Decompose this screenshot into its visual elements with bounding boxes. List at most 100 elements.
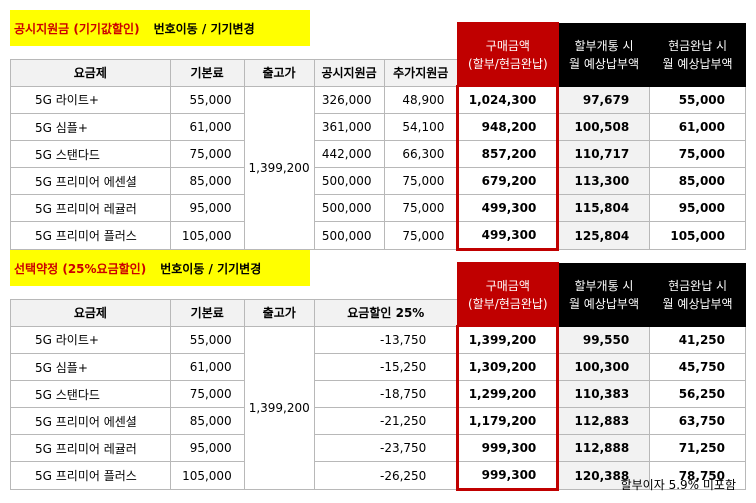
purchase-price: 857,200 (456, 140, 560, 168)
installment-monthly: 112,883 (557, 407, 651, 435)
extra-subsidy: 66,300 (383, 140, 459, 168)
plan-discount-col-header-row: 요금제 기본료 출고가 요금할인 25% (10, 298, 746, 327)
table-row: 5G 프리미어 에센셜 85,000 -21,250 1,179,200 112… (10, 407, 746, 435)
cash-monthly: 85,000 (649, 167, 746, 195)
base-fee: 105,000 (169, 221, 245, 250)
cash-monthly: 105,000 (649, 221, 746, 250)
base-fee-header: 기본료 (169, 58, 245, 87)
plan-discount: -21,250 (313, 407, 459, 435)
base-fee: 85,000 (169, 167, 245, 195)
subsidy-header: 공시지원금 (313, 58, 385, 87)
purchase-price: 499,300 (456, 194, 560, 222)
plan-discount-table: 구매금액 (할부/현금완납) 할부개통 시 월 예상납부액 현금완납 시 월 예… (10, 262, 746, 491)
plan-discount-subtitle: 번호이동 / 기기변경 (160, 261, 262, 276)
release-price-header: 출고가 (243, 298, 315, 327)
installment-monthly: 100,508 (557, 113, 651, 141)
installment-header: 할부개통 시 월 예상납부액 (557, 22, 651, 87)
plan-name: 5G 프리미어 에센셜 (10, 407, 171, 435)
plan-name: 5G 프리미어 레귤러 (10, 194, 171, 222)
plan-header: 요금제 (10, 58, 171, 87)
plan-discount-header-row: 구매금액 (할부/현금완납) 할부개통 시 월 예상납부액 현금완납 시 월 예… (11, 262, 746, 327)
plan-name: 5G 프리미어 플러스 (10, 221, 171, 250)
table-row: 5G 프리미어 플러스 105,000 -26,250 999,300 120,… (10, 461, 746, 491)
plan-name: 5G 심플+ (10, 353, 171, 381)
purchase-price: 1,299,200 (456, 380, 560, 408)
extra-subsidy: 75,000 (383, 221, 459, 250)
release-price: 1,399,200 (243, 85, 315, 250)
subsidy: 442,000 (313, 140, 385, 168)
table-row: 5G 프리미어 에센셜 85,000 500,000 75,000 679,20… (10, 167, 746, 195)
plan-discount-title-box: 선택약정 (25%요금할인) 번호이동 / 기기변경 (10, 250, 310, 286)
plan-discount: -15,250 (313, 353, 459, 381)
subsidy: 500,000 (313, 221, 385, 250)
installment-header: 할부개통 시 월 예상납부액 (557, 262, 651, 327)
cash-monthly: 75,000 (649, 140, 746, 168)
subsidy: 500,000 (313, 194, 385, 222)
cash-monthly: 41,250 (649, 325, 746, 354)
subsidy: 326,000 (313, 85, 385, 114)
plan-name: 5G 프리미어 플러스 (10, 461, 171, 490)
cash-monthly: 71,250 (649, 434, 746, 462)
base-fee: 95,000 (169, 194, 245, 222)
cash-monthly: 61,000 (649, 113, 746, 141)
table-row: 5G 프리미어 레귤러 95,000 -23,750 999,300 112,8… (10, 434, 746, 462)
subsidy: 361,000 (313, 113, 385, 141)
price-header: 구매금액 (할부/현금완납) (456, 22, 559, 87)
installment-monthly: 97,679 (557, 85, 651, 114)
purchase-price: 1,179,200 (456, 407, 560, 435)
plan-discount: -18,750 (313, 380, 459, 408)
plan-name: 5G 라이트+ (10, 325, 171, 354)
subsidy-col-header-row: 요금제 기본료 출고가 공시지원금 추가지원금 (10, 58, 746, 87)
cash-monthly: 45,750 (649, 353, 746, 381)
discount-header: 요금할인 25% (313, 298, 459, 327)
cash-monthly: 55,000 (649, 85, 746, 114)
purchase-price: 999,300 (456, 461, 560, 491)
base-fee: 55,000 (169, 325, 245, 354)
release-price: 1,399,200 (243, 325, 315, 490)
table-row: 5G 프리미어 플러스 105,000 500,000 75,000 499,3… (10, 221, 746, 251)
price-header: 구매금액 (할부/현금완납) (456, 262, 559, 327)
plan-name: 5G 스탠다드 (10, 380, 171, 408)
purchase-price: 1,309,200 (456, 353, 560, 381)
cash-monthly: 95,000 (649, 194, 746, 222)
base-fee: 61,000 (169, 353, 245, 381)
base-fee: 75,000 (169, 380, 245, 408)
extra-subsidy-header: 추가지원금 (383, 58, 459, 87)
purchase-price: 1,399,200 (456, 325, 560, 354)
table-row: 5G 심플+ 61,000 361,000 54,100 948,200 100… (10, 113, 746, 141)
interest-footnote: 할부이자 5.9% 미포함 (620, 478, 736, 492)
plan-discount-title: 선택약정 (25%요금할인) (14, 261, 147, 276)
installment-monthly: 112,888 (557, 434, 651, 462)
subsidy-title-box: 공시지원금 (기기값할인) 번호이동 / 기기변경 (10, 10, 310, 46)
plan-discount: -13,750 (313, 325, 459, 354)
purchase-price: 999,300 (456, 434, 560, 462)
plan-name: 5G 프리미어 에센셜 (10, 167, 171, 195)
table-row: 5G 스탠다드 75,000 442,000 66,300 857,200 11… (10, 140, 746, 168)
extra-subsidy: 54,100 (383, 113, 459, 141)
installment-monthly: 125,804 (557, 221, 651, 250)
subsidy: 500,000 (313, 167, 385, 195)
subsidy-header-row: 구매금액 (할부/현금완납) 할부개통 시 월 예상납부액 현금완납 시 월 예… (11, 22, 746, 87)
plan-header: 요금제 (10, 298, 171, 327)
plan-discount: -23,750 (313, 434, 459, 462)
base-fee: 85,000 (169, 407, 245, 435)
base-fee-header: 기본료 (169, 298, 245, 327)
table-row: 5G 라이트+ 55,000 1,399,200 -13,750 1,399,2… (10, 325, 746, 490)
installment-monthly: 100,300 (557, 353, 651, 381)
base-fee: 55,000 (169, 85, 245, 114)
table-row: 5G 스탠다드 75,000 -18,750 1,299,200 110,383… (10, 380, 746, 408)
installment-monthly: 99,550 (557, 325, 651, 354)
extra-subsidy: 75,000 (383, 167, 459, 195)
extra-subsidy: 48,900 (383, 85, 459, 114)
plan-name: 5G 스탠다드 (10, 140, 171, 168)
cash-monthly: 56,250 (649, 380, 746, 408)
cash-monthly: 63,750 (649, 407, 746, 435)
purchase-price: 1,024,300 (456, 85, 560, 114)
purchase-price: 499,300 (456, 221, 560, 251)
plan-name: 5G 라이트+ (10, 85, 171, 114)
table-row: 5G 프리미어 레귤러 95,000 500,000 75,000 499,30… (10, 194, 746, 222)
purchase-price: 679,200 (456, 167, 560, 195)
installment-monthly: 115,804 (557, 194, 651, 222)
base-fee: 75,000 (169, 140, 245, 168)
subsidy-subtitle: 번호이동 / 기기변경 (153, 21, 255, 36)
